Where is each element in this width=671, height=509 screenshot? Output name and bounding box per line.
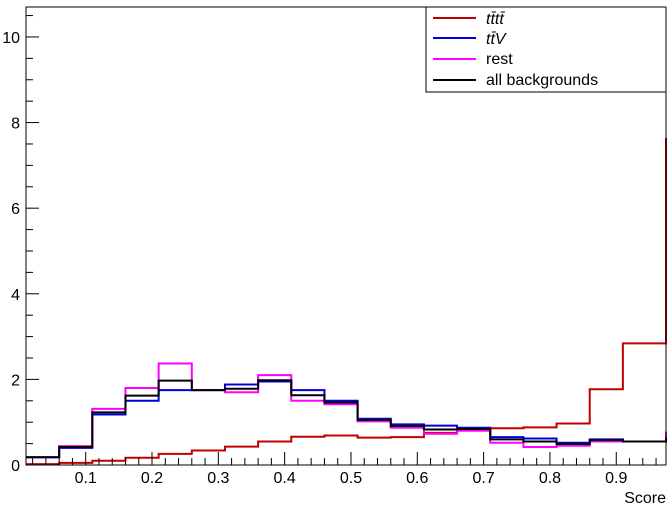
legend-entry-rest: rest	[433, 51, 513, 68]
legend-label-ttv: tt̄V	[486, 31, 507, 48]
series-line-all-backgrounds	[26, 379, 667, 459]
legend-label-rest: rest	[486, 51, 513, 68]
x-tick-label: 0.7	[472, 470, 494, 487]
series-line-rest	[26, 362, 667, 459]
legend-entry-tttt: tt̄tt̄	[433, 11, 506, 28]
legend-entry-all-backgrounds: all backgrounds	[433, 72, 598, 89]
y-tick-label: 8	[11, 116, 20, 133]
x-tick-labels: 0.1 0.2 0.3 0.4 0.5 0.6 0.7 0.8 0.9	[75, 470, 628, 487]
series-line-tttt	[26, 137, 667, 466]
x-axis-label: Score	[624, 490, 666, 507]
series-layer	[26, 137, 667, 466]
x-tick-label: 0.3	[207, 470, 229, 487]
x-tick-label: 0.1	[75, 470, 97, 487]
ticks-layer	[26, 15, 657, 465]
legend-label-tttt: tt̄tt̄	[486, 11, 506, 28]
x-tick-label: 0.6	[406, 470, 428, 487]
legend: tt̄tt̄ tt̄V rest all backgrounds	[425, 6, 667, 93]
legend-box	[425, 6, 667, 93]
x-tick-label: 0.2	[141, 470, 163, 487]
y-tick-label: 0	[11, 458, 20, 475]
x-tick-label: 0.5	[340, 470, 362, 487]
y-tick-label: 2	[11, 372, 20, 389]
plot-frame	[25, 6, 667, 466]
x-tick-label: 0.9	[605, 470, 627, 487]
x-tick-label: 0.8	[539, 470, 561, 487]
y-tick-label: 6	[11, 201, 20, 218]
y-tick-label: 10	[2, 30, 20, 47]
legend-entry-ttv: tt̄V	[433, 31, 507, 48]
legend-label-all-backgrounds: all backgrounds	[486, 72, 598, 89]
y-tick-label: 4	[11, 287, 20, 304]
x-tick-label: 0.4	[274, 470, 296, 487]
y-tick-labels: 0 2 4 6 8 10	[2, 30, 20, 475]
